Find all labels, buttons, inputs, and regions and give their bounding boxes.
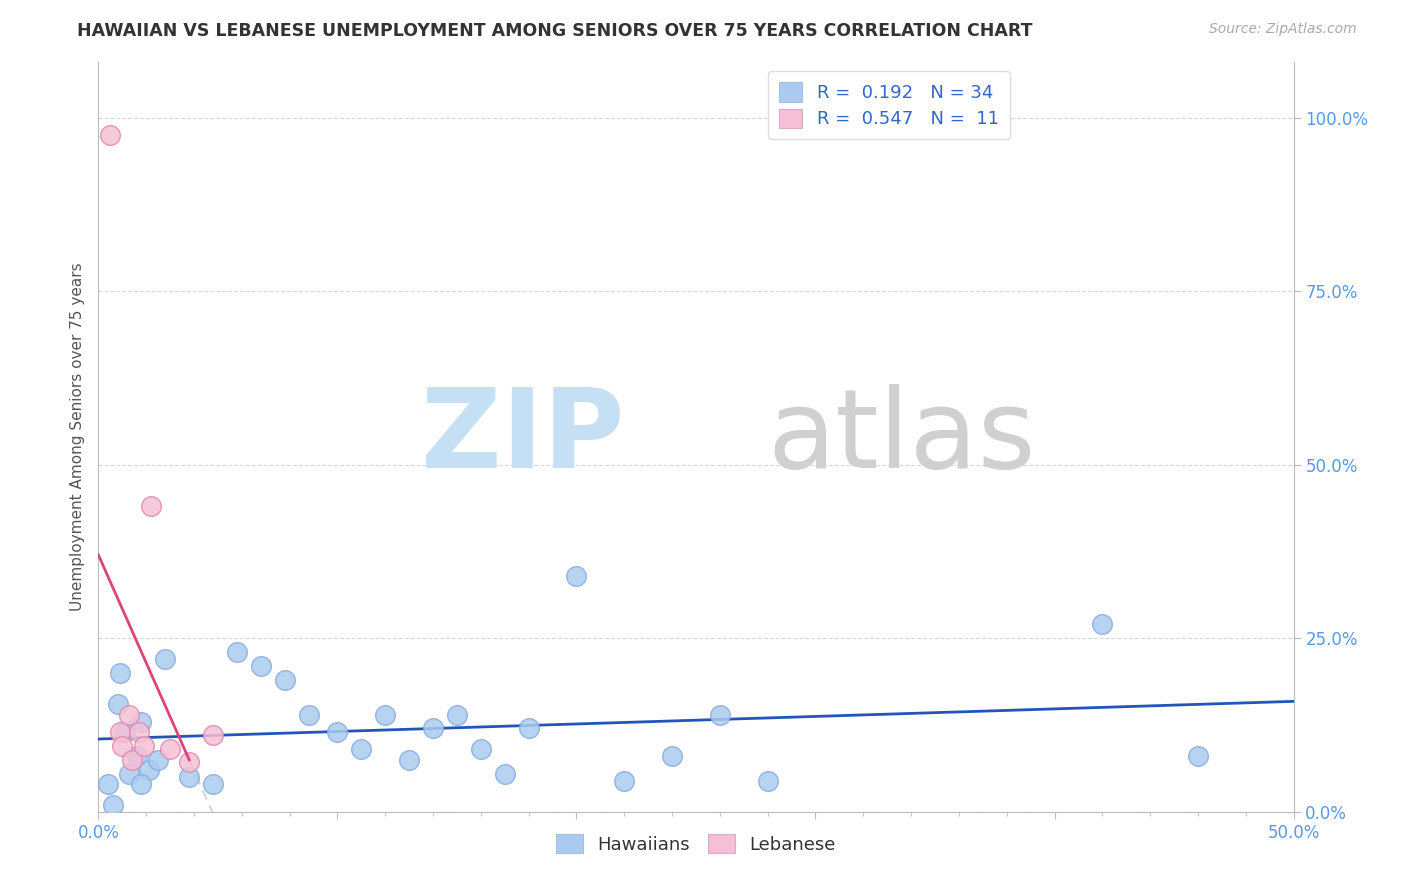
Text: ZIP: ZIP — [420, 384, 624, 491]
Point — [202, 728, 225, 742]
Point — [97, 777, 120, 791]
Y-axis label: Unemployment Among Seniors over 75 years: Unemployment Among Seniors over 75 years — [69, 263, 84, 611]
Point — [118, 766, 141, 780]
Point — [326, 725, 349, 739]
Point — [131, 714, 153, 729]
Point — [274, 673, 297, 687]
Text: HAWAIIAN VS LEBANESE UNEMPLOYMENT AMONG SENIORS OVER 75 YEARS CORRELATION CHART: HAWAIIAN VS LEBANESE UNEMPLOYMENT AMONG … — [77, 22, 1033, 40]
Point — [446, 707, 468, 722]
Point — [125, 749, 148, 764]
Point — [107, 697, 129, 711]
Legend: Hawaiians, Lebanese: Hawaiians, Lebanese — [547, 825, 845, 863]
Point — [108, 725, 131, 739]
Point — [202, 777, 225, 791]
Point — [226, 645, 249, 659]
Text: Source: ZipAtlas.com: Source: ZipAtlas.com — [1209, 22, 1357, 37]
Point — [108, 665, 131, 680]
Point — [139, 500, 162, 514]
Point — [98, 128, 122, 143]
Point — [398, 753, 420, 767]
Point — [121, 753, 143, 767]
Point — [1091, 617, 1114, 632]
Point — [250, 659, 273, 673]
Point — [494, 766, 516, 780]
Point — [179, 770, 201, 784]
Point — [118, 707, 141, 722]
Point — [128, 725, 150, 739]
Point — [470, 742, 492, 756]
Point — [756, 773, 779, 788]
Point — [155, 652, 177, 666]
Point — [138, 763, 160, 777]
Point — [422, 722, 444, 736]
Point — [1187, 749, 1209, 764]
Point — [517, 722, 540, 736]
Point — [111, 739, 134, 753]
Point — [114, 725, 136, 739]
Point — [101, 797, 124, 812]
Point — [613, 773, 636, 788]
Point — [298, 707, 321, 722]
Point — [179, 755, 201, 769]
Point — [709, 707, 731, 722]
Point — [148, 753, 170, 767]
Point — [159, 742, 181, 756]
Point — [565, 569, 588, 583]
Text: atlas: atlas — [768, 384, 1036, 491]
Point — [374, 707, 396, 722]
Point — [661, 749, 683, 764]
Point — [132, 739, 155, 753]
Point — [131, 777, 153, 791]
Point — [350, 742, 373, 756]
